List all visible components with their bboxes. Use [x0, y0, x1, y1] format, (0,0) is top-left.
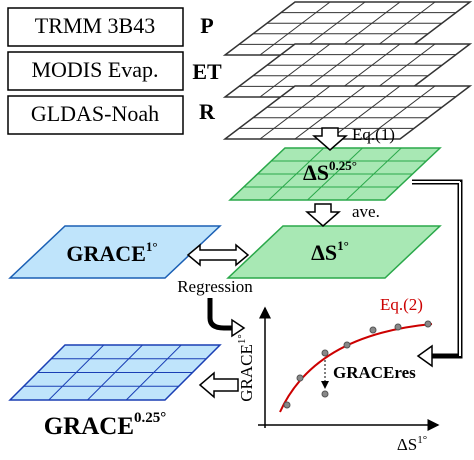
- label-sup: 1°: [417, 434, 427, 446]
- residual-label: GRACEres: [333, 363, 416, 382]
- grid-label: GRACE0.25°: [44, 410, 167, 439]
- grid-line: [364, 85, 436, 140]
- connector: [207, 298, 232, 331]
- grid-line: [329, 85, 401, 140]
- grid-line: [345, 147, 402, 201]
- arrow: [198, 371, 239, 399]
- label-sup: 0.25°: [329, 158, 357, 173]
- grid-layers: [8, 1, 473, 401]
- arrow-head: [231, 318, 246, 338]
- arrow: [312, 127, 348, 151]
- label-sup: 1°: [337, 238, 349, 253]
- source-label: MODIS Evap.: [31, 57, 158, 82]
- grid-cell-area: [226, 225, 442, 279]
- grid-label: ΔS0.25°: [303, 158, 357, 185]
- grid-line: [294, 85, 366, 140]
- source-box: [7, 95, 184, 135]
- step-label: Eq.(1): [352, 125, 395, 144]
- source-label: GLDAS-Noah: [31, 101, 159, 126]
- arrow-head: [416, 344, 433, 368]
- label-sup: 0.25°: [134, 410, 166, 426]
- label-base: ΔS: [397, 435, 417, 454]
- label-base: ΔS: [311, 240, 337, 265]
- grid-line: [259, 43, 331, 98]
- arrow: [305, 203, 341, 227]
- label-base: ΔS: [303, 160, 329, 185]
- step-label: ave.: [352, 202, 380, 221]
- variable-label: ET: [192, 59, 222, 84]
- fit-curve: [279, 323, 433, 413]
- label-base: GRACE: [237, 344, 256, 402]
- grid-label: GRACE1°: [66, 239, 157, 266]
- variable-label: P: [200, 13, 213, 38]
- source-box: [7, 7, 184, 47]
- double-arrow: [186, 243, 250, 267]
- x-axis-label: ΔS1°: [397, 434, 427, 454]
- variable-label: R: [199, 99, 216, 124]
- curve-label: Eq.(2): [380, 295, 423, 314]
- source-label: TRMM 3B43: [35, 13, 155, 38]
- source-box: [7, 51, 184, 91]
- y-axis-label: GRACE1°: [236, 334, 256, 402]
- grid-cell-area: [8, 225, 222, 279]
- points: [283, 320, 432, 409]
- label-base: GRACE: [66, 241, 145, 266]
- grid-line: [259, 1, 331, 56]
- grid-label: ΔS1°: [311, 238, 349, 265]
- grid-line: [125, 344, 182, 401]
- label-base: GRACE: [44, 413, 134, 440]
- label-sup: 1°: [146, 239, 158, 254]
- grid-line: [259, 85, 331, 140]
- connector: [412, 179, 463, 359]
- label-sup: 1°: [236, 334, 248, 344]
- step-label: Regression: [177, 277, 253, 296]
